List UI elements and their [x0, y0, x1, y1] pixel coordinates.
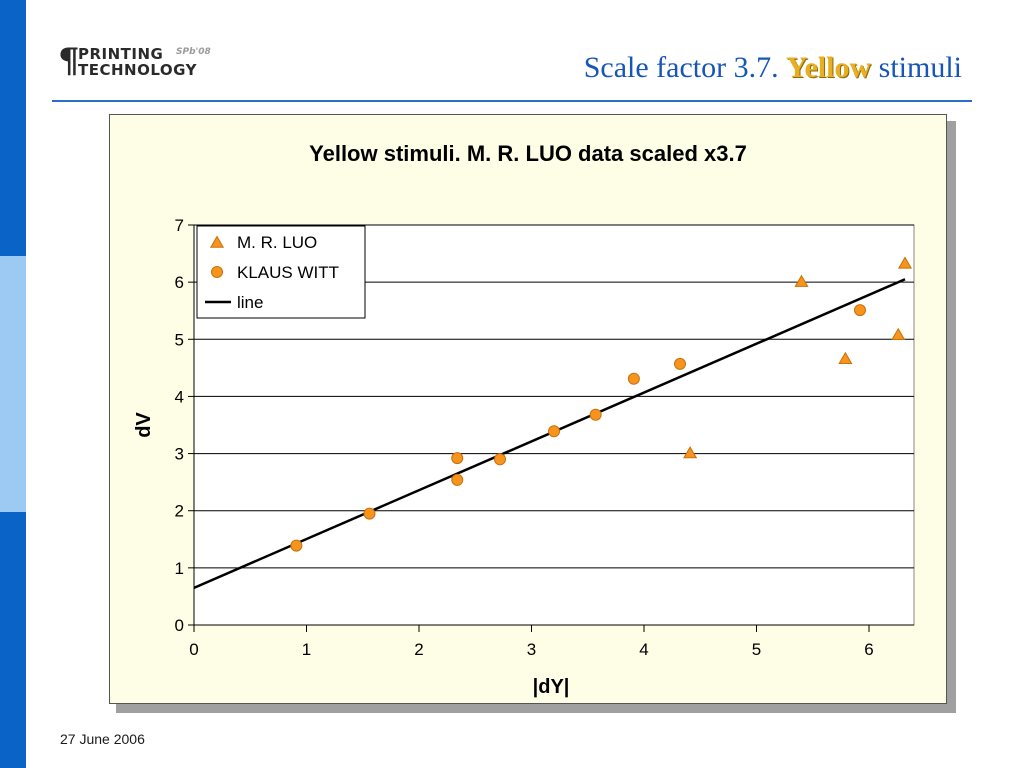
chart-frame: Yellow stimuli. M. R. LUO data scaled x3… — [109, 114, 947, 704]
x-tick-label: 1 — [302, 640, 311, 659]
slide-title-highlight: Yellow — [786, 51, 872, 84]
y-tick-label: 6 — [175, 273, 184, 292]
y-tick-label: 0 — [175, 616, 184, 635]
y-tick-label: 7 — [175, 216, 184, 235]
y-axis-label: dV — [133, 412, 155, 438]
luo-point — [897, 256, 913, 269]
klaus-witt-point — [674, 357, 686, 370]
klaus-witt-point — [854, 304, 866, 317]
klaus-witt-point — [451, 473, 464, 486]
x-tick-label: 2 — [414, 640, 423, 659]
luo-point — [838, 351, 853, 365]
x-axis-label: |dY| — [533, 676, 570, 698]
printing-technology-logo: ¶ PRINTING TECHNOLOGY SPb'08 — [58, 41, 238, 84]
y-tick-label: 5 — [175, 330, 184, 349]
klaus-witt-point — [589, 408, 602, 421]
slide-title: Scale factor 3.7. Yellow stimuli — [584, 48, 962, 88]
logo-pilcrow: ¶ — [58, 41, 80, 81]
klaus-witt-point — [451, 452, 464, 465]
x-tick-label: 4 — [639, 640, 648, 659]
x-tick-label: 6 — [864, 640, 873, 659]
slide-title-post: stimuli — [871, 51, 962, 84]
luo-point — [891, 327, 906, 341]
logo-line2: TECHNOLOGY — [78, 61, 197, 79]
legend-label: KLAUS WITT — [237, 263, 339, 282]
klaus-witt-point — [290, 539, 303, 552]
klaus-witt-point — [494, 453, 506, 466]
luo-point — [683, 446, 698, 459]
y-tick-label: 3 — [175, 445, 184, 464]
klaus-witt-point — [627, 372, 640, 385]
legend-label: M. R. LUO — [237, 233, 317, 252]
y-tick-label: 1 — [175, 559, 184, 578]
legend-marker-circle — [211, 266, 223, 278]
plot-area: 0 1 2 3 4 5 6 7 0 1 2 3 4 5 6 M. R. LUO KLAUS WITT line — [175, 216, 915, 659]
left-accent-bar-highlight — [0, 256, 26, 512]
luo-point — [794, 274, 809, 287]
y-tick-label: 2 — [175, 502, 184, 521]
x-tick-label: 0 — [189, 640, 198, 659]
x-tick-label: 3 — [527, 640, 536, 659]
klaus-witt-point — [548, 425, 560, 438]
x-tick-label: 5 — [752, 640, 761, 659]
legend-marker-triangle — [209, 235, 225, 248]
scatter-chart: Yellow stimuli. M. R. LUO data scaled x3… — [133, 141, 915, 698]
y-tick-label: 4 — [175, 387, 184, 406]
legend-label: line — [237, 293, 263, 312]
footer-date: 27 June 2006 — [60, 731, 145, 747]
logo-tag: SPb'08 — [176, 47, 211, 57]
logo-line1: PRINTING — [78, 45, 164, 63]
klaus-witt-point — [363, 507, 376, 520]
title-divider — [52, 100, 972, 102]
chart-title: Yellow stimuli. M. R. LUO data scaled x3… — [309, 141, 747, 166]
slide-title-pre: Scale factor 3.7. — [583, 51, 787, 84]
